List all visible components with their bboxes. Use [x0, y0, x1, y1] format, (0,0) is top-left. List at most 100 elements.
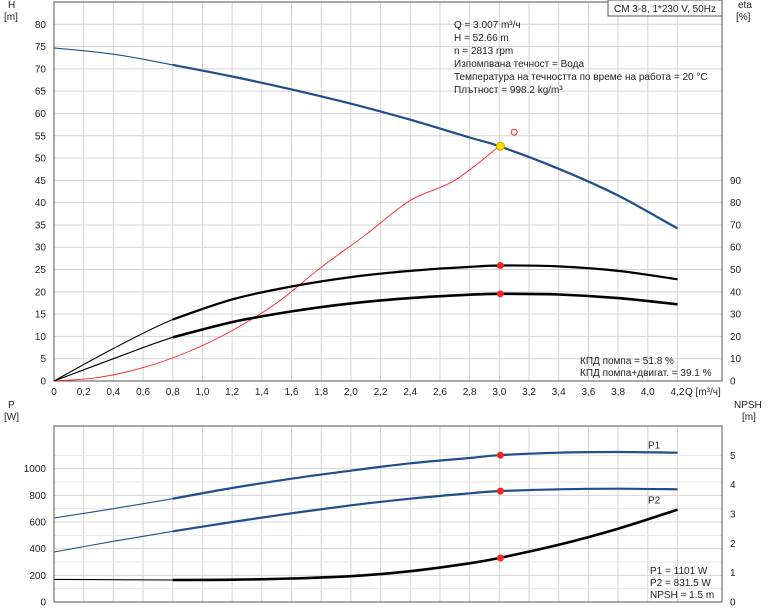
- x-tick-label: 0,2: [77, 387, 91, 398]
- x-tick-label: 3,6: [581, 387, 595, 398]
- duty-point-marker: [510, 128, 518, 136]
- duty-point-marker: [495, 141, 505, 151]
- p-axis-title: P: [8, 400, 15, 411]
- title-box-frame: [607, 0, 723, 17]
- curve-P2-operating-range: [172, 487, 678, 533]
- y-left-tick-label: 55: [35, 131, 47, 142]
- x-tick-label: 3,4: [552, 387, 566, 398]
- y-right-tick-label: 1: [730, 568, 736, 579]
- y-right-tick-label: 30: [730, 310, 742, 321]
- efficiency-info-line: КПД помпа+двигат. = 39.1 %: [580, 368, 712, 379]
- y-right-tick-label: 2: [730, 539, 736, 550]
- y-left-tick-label: 40: [35, 198, 47, 209]
- x-tick-label: 2,0: [344, 387, 358, 398]
- curve-P1-operating-range: [172, 450, 678, 500]
- y-right-tick-label: 5: [730, 451, 736, 462]
- curve-head-operating-range: [172, 63, 679, 230]
- curve-NPSH: [53, 509, 678, 581]
- duty-point-marker: [496, 290, 504, 298]
- curve-system: [53, 145, 500, 382]
- operating-info-line: Q = 3.007 m³/ч: [454, 20, 521, 31]
- power-info-line: NPSH = 1.5 m: [650, 590, 714, 601]
- y-right-tick-label: 70: [730, 220, 742, 231]
- power-info-line: P2 = 831.5 W: [650, 578, 711, 589]
- x-tick-label: 0: [51, 387, 57, 398]
- y-right-tick-label: 20: [730, 332, 742, 343]
- x-tick-label: 2,4: [403, 387, 417, 398]
- power-info-line: P1 = 1101 W: [650, 566, 708, 577]
- series-label-P1: P1: [648, 441, 661, 452]
- x-tick-label: 1,6: [285, 387, 299, 398]
- curve-eta_pump-operating-range: [172, 264, 678, 321]
- x-tick-label: 1,8: [314, 387, 328, 398]
- curve-eta_total-operating-range: [172, 292, 678, 339]
- y-right-tick-label: 0: [730, 598, 736, 609]
- x-tick-label: 1,0: [195, 387, 209, 398]
- model-title-box: CM 3-8, 1*230 V, 50Hz: [607, 0, 723, 17]
- y-left-title: H: [8, 0, 15, 11]
- y-left-tick-label: 0: [40, 598, 46, 609]
- series-label-P2: P2: [648, 495, 661, 506]
- operating-info-line: Температура на течността по време на раб…: [454, 71, 708, 83]
- x-tick-label: 4,0: [641, 387, 655, 398]
- y-left-tick-label: 35: [35, 220, 47, 231]
- operating-info-line: H = 52.66 m: [454, 33, 509, 44]
- y-left-tick-label: 80: [35, 20, 47, 31]
- y-right-tick-label: 50: [730, 265, 742, 276]
- x-tick-label: 3,0: [492, 387, 506, 398]
- x-axis-title: Q [m³/ч]: [685, 387, 721, 398]
- duty-point-marker: [496, 554, 504, 562]
- plot-frame: [53, 425, 723, 603]
- y-left-tick-label: 75: [35, 42, 47, 53]
- y-right-tick-label: 4: [730, 480, 736, 491]
- operating-info-line: Плътност = 998.2 kg/m³: [454, 85, 563, 96]
- y-left-tick-label: 400: [29, 544, 46, 555]
- npsh-axis-unit: [m]: [742, 412, 756, 423]
- duty-point-marker: [496, 451, 504, 459]
- x-tick-label: 3,8: [611, 387, 625, 398]
- y-left-tick-label: 20: [35, 287, 47, 298]
- y-right-unit: [%]: [736, 12, 751, 23]
- operating-info-line: Изпомпвана течност = Вода: [454, 59, 584, 70]
- y-left-tick-label: 50: [35, 154, 47, 165]
- plot-frame: [53, 1, 723, 382]
- y-right-tick-label: 80: [730, 198, 742, 209]
- x-tick-label: 2,2: [374, 387, 388, 398]
- curve-P1: [53, 451, 678, 519]
- panel-power-npsh: 0 200 400 600 800 1000 0 1 2 3 4 5: [24, 425, 736, 609]
- x-tick-label: 2,8: [463, 387, 477, 398]
- y-left-tick-label: 200: [29, 571, 46, 582]
- y-left-tick-label: 70: [35, 64, 47, 75]
- x-tick-label: 3,2: [522, 387, 536, 398]
- y-left-tick-label: 45: [35, 176, 47, 187]
- y-right-tick-label: 3: [730, 510, 736, 521]
- curve-NPSH-operating-range: [172, 508, 678, 582]
- y-left-tick-label: 65: [35, 87, 47, 98]
- x-tick-label: 0,4: [106, 387, 120, 398]
- npsh-axis-title: NPSH: [734, 400, 762, 411]
- duty-point-marker: [496, 262, 504, 270]
- x-tick-label: 1,2: [225, 387, 239, 398]
- y-right-title: eta: [738, 0, 752, 11]
- y-left-tick-label: 5: [40, 354, 46, 365]
- y-left-tick-label: 800: [29, 491, 46, 502]
- model-title: CM 3-8, 1*230 V, 50Hz: [614, 4, 716, 15]
- y-left-tick-label: 600: [29, 518, 46, 529]
- y-left-unit: [m]: [4, 12, 18, 23]
- x-tick-label: 2,6: [433, 387, 447, 398]
- y-left-tick-label: 10: [35, 332, 47, 343]
- x-tick-label: 0,6: [136, 387, 150, 398]
- y-left-tick-label: 1000: [24, 464, 47, 475]
- duty-point-marker: [496, 487, 504, 495]
- curve-P2: [53, 488, 678, 553]
- y-right-tick-label: 90: [730, 176, 742, 187]
- operating-info-line: n = 2813 rpm: [454, 46, 513, 57]
- efficiency-info-line: КПД помпа = 51.8 %: [580, 356, 674, 367]
- y-left-tick-label: 25: [35, 265, 47, 276]
- panel-head-efficiency: 0 5 10 15 20 25 30 35 40 45 50 55 60 65 70 75 80 0 10 20 30 4…: [35, 1, 742, 388]
- y-right-tick-label: 10: [730, 354, 742, 365]
- x-tick-label: 4,2: [671, 387, 685, 398]
- p-axis-unit: [W]: [4, 412, 19, 423]
- y-right-tick-label: 0: [730, 377, 736, 388]
